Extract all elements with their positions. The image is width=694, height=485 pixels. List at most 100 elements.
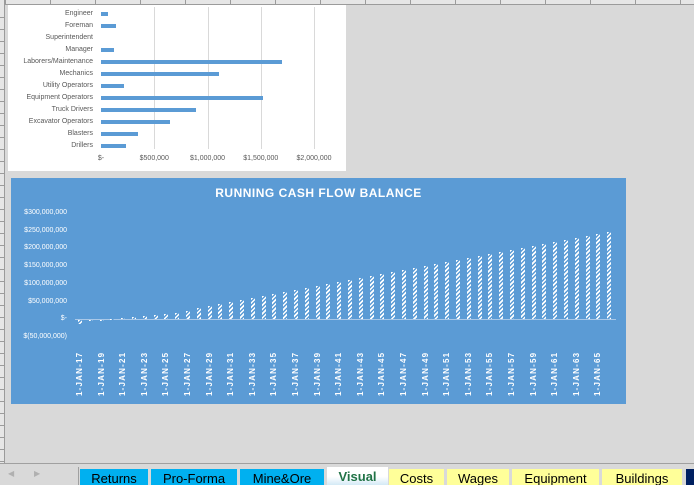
cash-bar-2039[interactable]: [315, 286, 320, 319]
cash-bar-2051[interactable]: [445, 262, 450, 319]
column-divider[interactable]: [365, 0, 366, 4]
row-divider[interactable]: [0, 149, 4, 150]
bar-engineer[interactable]: [101, 12, 109, 16]
row-divider[interactable]: [0, 161, 4, 162]
row-divider[interactable]: [0, 173, 4, 174]
cash-bar-2035[interactable]: [272, 293, 277, 319]
row-divider[interactable]: [0, 293, 4, 294]
cash-bar-2034[interactable]: [261, 295, 266, 319]
row-divider[interactable]: [0, 341, 4, 342]
sheet-tab-buildings[interactable]: Buildings: [602, 469, 682, 485]
cash-bar-2017[interactable]: [78, 320, 82, 324]
row-divider[interactable]: [0, 449, 4, 450]
bar-foreman[interactable]: [101, 24, 117, 28]
cash-bar-2048[interactable]: [412, 268, 417, 319]
sheet-tab-returns[interactable]: Returns: [80, 469, 148, 485]
column-header-strip[interactable]: [0, 0, 694, 5]
row-divider[interactable]: [0, 101, 4, 102]
sheet-tab-hidden[interactable]: [686, 469, 694, 485]
cash-bar-2060[interactable]: [542, 244, 547, 319]
column-divider[interactable]: [5, 0, 6, 4]
cash-bar-2021[interactable]: [121, 317, 126, 319]
cash-bar-2023[interactable]: [142, 315, 147, 319]
column-divider[interactable]: [455, 0, 456, 4]
cash-bar-2036[interactable]: [283, 292, 288, 319]
cash-bar-2055[interactable]: [488, 254, 493, 319]
bar-excavator-operators[interactable]: [101, 120, 170, 124]
row-header-strip[interactable]: [0, 0, 5, 463]
column-divider[interactable]: [50, 0, 51, 4]
column-divider[interactable]: [140, 0, 141, 4]
column-divider[interactable]: [635, 0, 636, 4]
cash-bar-2046[interactable]: [391, 272, 396, 319]
row-divider[interactable]: [0, 317, 4, 318]
column-divider[interactable]: [230, 0, 231, 4]
cash-bar-2037[interactable]: [294, 289, 298, 319]
row-divider[interactable]: [0, 281, 4, 282]
row-divider[interactable]: [0, 353, 4, 354]
cash-bar-2044[interactable]: [369, 276, 374, 319]
cash-bar-2022[interactable]: [132, 316, 136, 319]
cash-bar-2057[interactable]: [510, 250, 514, 319]
row-divider[interactable]: [0, 137, 4, 138]
row-divider[interactable]: [0, 257, 4, 258]
row-divider[interactable]: [0, 329, 4, 330]
scroll-tabs-left-icon[interactable]: ◀: [8, 469, 15, 478]
row-divider[interactable]: [0, 29, 4, 30]
cash-bar-2041[interactable]: [337, 281, 342, 319]
cash-bar-2025[interactable]: [164, 313, 169, 319]
bar-blasters[interactable]: [101, 132, 138, 136]
row-divider[interactable]: [0, 197, 4, 198]
column-divider[interactable]: [545, 0, 546, 4]
cash-bar-2033[interactable]: [250, 298, 255, 319]
cash-bar-2056[interactable]: [499, 252, 504, 319]
column-divider[interactable]: [680, 0, 681, 4]
row-divider[interactable]: [0, 305, 4, 306]
cash-bar-2061[interactable]: [553, 242, 558, 319]
cash-bar-2026[interactable]: [175, 312, 180, 319]
cash-bar-2040[interactable]: [326, 283, 331, 319]
row-divider[interactable]: [0, 269, 4, 270]
cash-bar-2029[interactable]: [207, 306, 212, 319]
column-divider[interactable]: [320, 0, 321, 4]
scroll-tabs-right-icon[interactable]: ▶: [34, 469, 41, 478]
cash-bar-2045[interactable]: [380, 274, 385, 319]
cash-bar-2024[interactable]: [153, 314, 158, 319]
cash-bar-2030[interactable]: [218, 304, 223, 319]
cash-bar-2065[interactable]: [596, 234, 601, 319]
cash-bar-2059[interactable]: [531, 246, 536, 319]
cash-bar-2038[interactable]: [304, 287, 309, 319]
row-divider[interactable]: [0, 401, 4, 402]
row-divider[interactable]: [0, 77, 4, 78]
row-divider[interactable]: [0, 41, 4, 42]
cash-bar-2053[interactable]: [466, 258, 471, 319]
bar-mechanics[interactable]: [101, 72, 220, 76]
cash-bar-2063[interactable]: [574, 238, 579, 319]
row-divider[interactable]: [0, 17, 4, 18]
bar-manager[interactable]: [101, 48, 114, 52]
cash-bar-2049[interactable]: [423, 266, 428, 319]
row-divider[interactable]: [0, 209, 4, 210]
sheet-tab-costs[interactable]: Costs: [389, 469, 444, 485]
cash-bar-2062[interactable]: [564, 240, 568, 319]
row-divider[interactable]: [0, 221, 4, 222]
cash-bar-2043[interactable]: [358, 277, 363, 319]
cash-bar-2047[interactable]: [402, 270, 406, 319]
sheet-tab-equipment[interactable]: Equipment: [512, 469, 599, 485]
cash-bar-2018[interactable]: [88, 320, 93, 322]
row-divider[interactable]: [0, 233, 4, 234]
cash-bar-2050[interactable]: [434, 264, 439, 319]
cash-bar-2042[interactable]: [348, 280, 352, 319]
row-divider[interactable]: [0, 185, 4, 186]
column-divider[interactable]: [185, 0, 186, 4]
row-divider[interactable]: [0, 389, 4, 390]
row-divider[interactable]: [0, 245, 4, 246]
bar-truck-drivers[interactable]: [101, 108, 196, 112]
sheet-tab-pro-forma[interactable]: Pro-Forma: [151, 469, 237, 485]
row-divider[interactable]: [0, 425, 4, 426]
bar-utility-operators[interactable]: [101, 84, 124, 88]
row-divider[interactable]: [0, 377, 4, 378]
sheet-tab-mine-ore[interactable]: Mine&Ore: [240, 469, 324, 485]
column-divider[interactable]: [500, 0, 501, 4]
cash-bar-2027[interactable]: [186, 310, 190, 319]
